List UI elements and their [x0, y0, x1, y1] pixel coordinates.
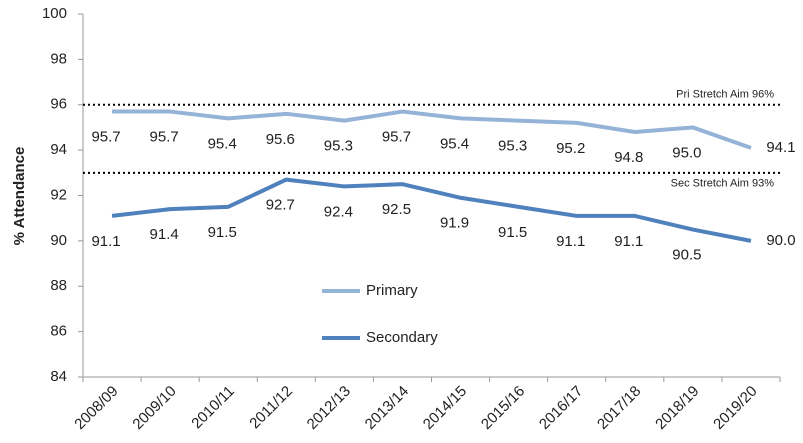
x-tick-label: 2016/17 — [536, 383, 586, 433]
value-label: 95.4 — [208, 135, 237, 152]
x-tick-label: 2008/09 — [71, 383, 121, 433]
value-label: 95.6 — [266, 131, 295, 148]
legend-label: Secondary — [366, 329, 438, 346]
value-label: 92.7 — [266, 197, 295, 214]
reference-label: Sec Stretch Aim 93% — [671, 178, 775, 190]
y-tick-label: 94 — [50, 141, 67, 158]
x-tick-label: 2010/11 — [188, 383, 238, 433]
value-label: 95.0 — [672, 144, 701, 161]
y-axis-label: % Attendance — [11, 147, 28, 246]
series-line — [112, 109, 752, 150]
y-tick-label: 92 — [50, 186, 67, 203]
x-tick-label: 2017/18 — [594, 383, 644, 433]
value-label: 90.5 — [672, 247, 701, 264]
value-label: 95.3 — [498, 138, 527, 155]
value-label: 95.7 — [150, 129, 179, 146]
value-label: 94.8 — [614, 149, 643, 166]
y-tick-label: 86 — [50, 323, 67, 340]
x-tick-label: 2018/19 — [652, 383, 702, 433]
x-tick-label: 2011/12 — [246, 383, 296, 433]
value-label: 90.0 — [766, 232, 795, 249]
value-label: 91.5 — [208, 224, 237, 241]
value-label: 91.1 — [614, 233, 643, 250]
x-tick-label: 2019/20 — [710, 383, 760, 433]
y-tick-label: 100 — [42, 5, 67, 22]
x-tick-label: 2015/16 — [478, 383, 528, 433]
x-tick-label: 2013/14 — [362, 383, 412, 433]
x-tick-label: 2009/10 — [129, 383, 179, 433]
value-label: 95.7 — [91, 129, 120, 146]
value-label: 95.4 — [440, 135, 469, 152]
value-label: 95.7 — [382, 129, 411, 146]
y-tick-label: 84 — [50, 368, 67, 385]
value-label: 95.2 — [556, 140, 585, 157]
value-label: 91.4 — [150, 226, 179, 243]
value-label: 91.5 — [498, 224, 527, 241]
value-label: 91.9 — [440, 215, 469, 232]
x-tick-label: 2014/15 — [420, 383, 470, 433]
series-line — [111, 177, 752, 243]
value-label: 91.1 — [91, 233, 120, 250]
y-tick-label: 90 — [50, 232, 67, 249]
y-tick-label: 98 — [50, 50, 67, 67]
reference-label: Pri Stretch Aim 96% — [676, 89, 774, 101]
value-label: 92.5 — [382, 201, 411, 218]
value-label: 92.4 — [324, 203, 353, 220]
value-label: 95.3 — [324, 138, 353, 155]
value-label: 94.1 — [766, 139, 795, 156]
y-tick-label: 88 — [50, 277, 67, 294]
legend-label: Primary — [366, 282, 418, 299]
y-tick-label: 96 — [50, 96, 67, 113]
x-tick-label: 2012/13 — [304, 383, 354, 433]
value-label: 91.1 — [556, 233, 585, 250]
